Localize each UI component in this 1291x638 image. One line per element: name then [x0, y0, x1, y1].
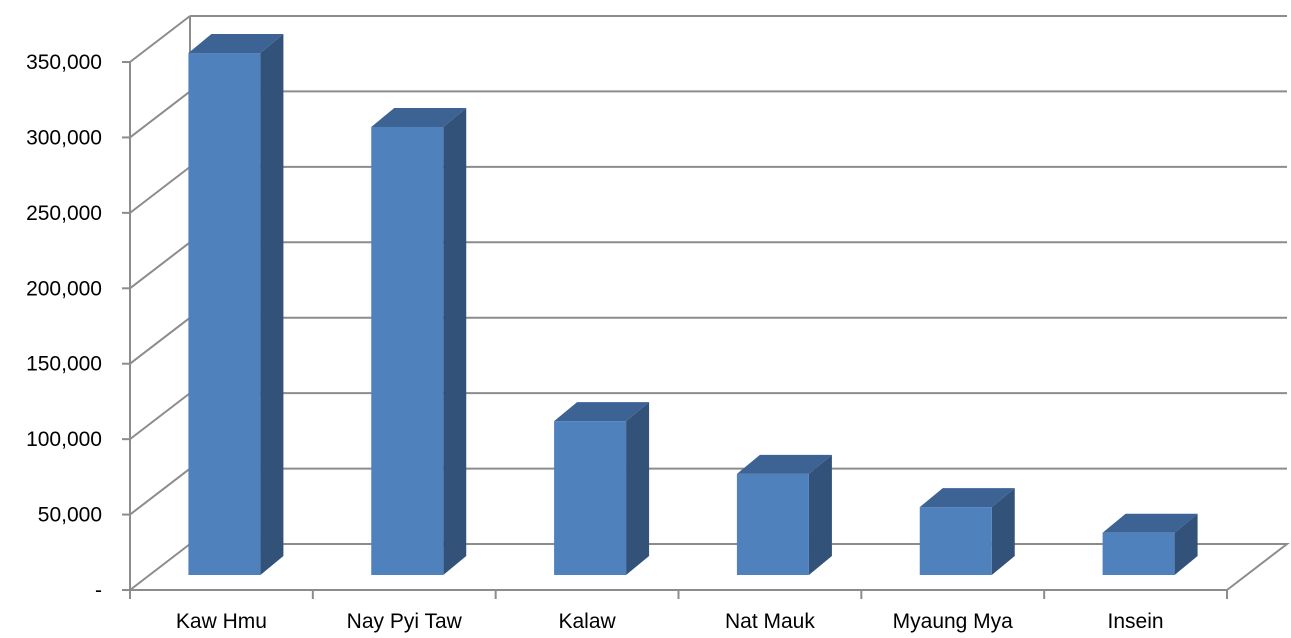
- y-tick-label: 300,000: [26, 126, 102, 149]
- bar: [919, 488, 1015, 575]
- y-tick-label: 250,000: [26, 202, 102, 225]
- y-tick-label: -: [95, 579, 102, 602]
- gridline-diagonal: [129, 392, 191, 440]
- labels: - 50,000 100,000 150,000 200,000 250,000 300,0…: [26, 51, 1164, 633]
- bars: [188, 34, 1198, 575]
- bar-top: [919, 488, 1015, 508]
- bar-top: [188, 34, 284, 54]
- gridline-diagonal: [129, 467, 191, 516]
- x-tick-label: Insein: [1108, 610, 1164, 633]
- bar-front: [1102, 532, 1175, 575]
- gridline-diagonal: [129, 90, 191, 139]
- x-tick-label: Nat Mauk: [725, 610, 815, 633]
- bar-front: [919, 507, 992, 575]
- bar-front: [371, 126, 444, 575]
- y-tick-label: 100,000: [26, 428, 102, 451]
- bar-front: [736, 473, 809, 575]
- bar-side: [808, 454, 832, 575]
- gridline-diagonal: [129, 166, 191, 214]
- gridline-diagonal: [129, 316, 191, 365]
- gridline-diagonal: [129, 543, 191, 591]
- gridline-diagonal: [129, 241, 191, 290]
- bar-top: [736, 454, 832, 474]
- bar: [554, 402, 650, 575]
- bar: [1102, 513, 1198, 575]
- x-tick-label: Kaw Hmu: [176, 610, 267, 633]
- bar-side: [260, 34, 284, 575]
- bar: [736, 454, 832, 575]
- bar-side: [626, 402, 650, 575]
- y-tick-label: 50,000: [38, 504, 102, 527]
- bar: [371, 107, 467, 575]
- gridlines: [129, 15, 1290, 591]
- x-tick-label: Myaung Mya: [893, 610, 1014, 633]
- bar-top: [1102, 513, 1198, 533]
- bar-side: [991, 488, 1015, 575]
- y-tick-label: 200,000: [26, 277, 102, 300]
- bar-top: [371, 107, 467, 127]
- bar: [188, 34, 284, 575]
- y-tick-label: 350,000: [26, 51, 102, 74]
- bar-front: [554, 421, 627, 575]
- x-tick-label: Kalaw: [558, 610, 616, 633]
- x-tick-label: Nay Pyi Taw: [347, 610, 463, 633]
- y-tick-label: 150,000: [26, 353, 102, 376]
- axes: [122, 61, 1228, 599]
- bar-side: [443, 107, 467, 575]
- bar-front: [188, 53, 261, 575]
- bar-side: [1174, 513, 1198, 575]
- gridline-diagonal: [129, 15, 191, 63]
- bar-top: [554, 402, 650, 422]
